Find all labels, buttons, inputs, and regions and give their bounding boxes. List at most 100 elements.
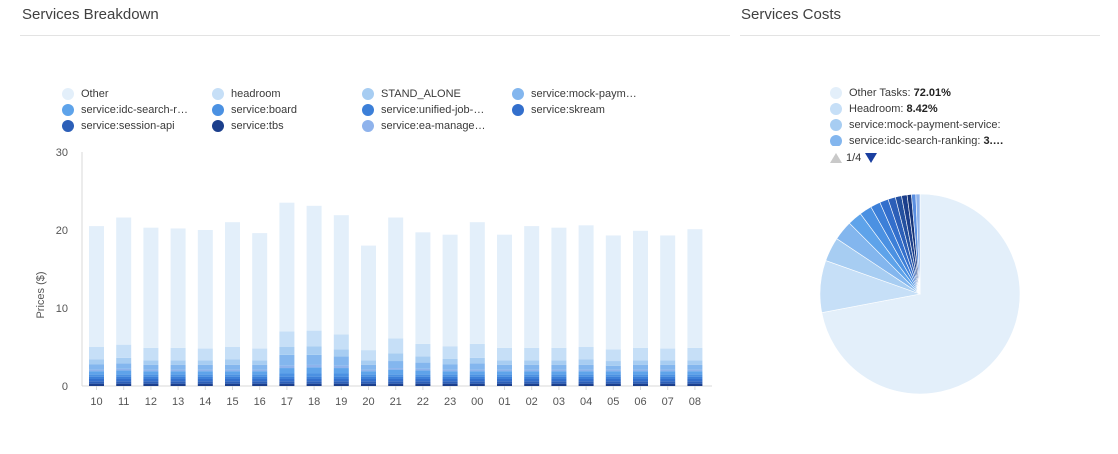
bar-segment-service-skream-15[interactable] bbox=[225, 378, 240, 382]
bar-segment-other-19[interactable] bbox=[333, 215, 349, 335]
bar-segment-stand-alone-20[interactable] bbox=[361, 360, 376, 365]
bar-segment-service-mock-paym-19[interactable] bbox=[333, 356, 349, 366]
bar-segment-service-mock-paym-16[interactable] bbox=[252, 364, 268, 370]
legend-item-service-mock-paym[interactable]: service:mock-paym… bbox=[512, 87, 652, 101]
bar-segment-service-board-06[interactable] bbox=[633, 374, 648, 377]
bar-segment-headroom-00[interactable] bbox=[469, 343, 485, 358]
bar-segment-service-ea-manage-02[interactable] bbox=[524, 369, 540, 372]
bar-segment-headroom-05[interactable] bbox=[605, 349, 621, 362]
bar-segment-other-16[interactable] bbox=[252, 233, 268, 349]
bar-segment-other-18[interactable] bbox=[306, 205, 322, 331]
bar-segment-headroom-14[interactable] bbox=[197, 348, 213, 361]
bar-segment-other-22[interactable] bbox=[415, 232, 431, 344]
bar-segment-service-tbs-17[interactable] bbox=[279, 383, 295, 386]
bar-segment-service-board-20[interactable] bbox=[361, 374, 376, 377]
bar-segment-headroom-02[interactable] bbox=[524, 347, 540, 361]
bar-segment-service-session-api-02[interactable] bbox=[524, 381, 540, 384]
bar-segment-service-mock-paym-14[interactable] bbox=[197, 364, 213, 370]
bar-segment-service-idc-search-r-20[interactable] bbox=[361, 371, 376, 375]
bar-segment-service-ea-manage-19[interactable] bbox=[333, 365, 349, 369]
bar-segment-service-ea-manage-17[interactable] bbox=[279, 365, 295, 369]
bar-segment-service-board-13[interactable] bbox=[170, 374, 186, 377]
bar-segment-service-mock-paym-05[interactable] bbox=[605, 365, 621, 370]
legend-item-stand-alone[interactable]: STAND_ALONE bbox=[362, 87, 502, 101]
bar-segment-headroom-22[interactable] bbox=[415, 343, 431, 357]
bar-segment-service-ea-manage-00[interactable] bbox=[469, 369, 485, 372]
bar-segment-other-14[interactable] bbox=[197, 230, 213, 349]
bar-segment-service-skream-16[interactable] bbox=[252, 378, 268, 382]
bar-segment-headroom-03[interactable] bbox=[551, 347, 567, 361]
bar-segment-service-idc-search-r-04[interactable] bbox=[578, 371, 594, 375]
bar-segment-service-tbs-11[interactable] bbox=[116, 383, 132, 386]
bar-segment-service-tbs-18[interactable] bbox=[306, 383, 322, 386]
bar-segment-service-session-api-12[interactable] bbox=[143, 381, 159, 384]
bar-segment-service-ea-manage-12[interactable] bbox=[143, 369, 159, 372]
bar-segment-service-tbs-00[interactable] bbox=[469, 383, 485, 386]
bar-segment-service-skream-10[interactable] bbox=[89, 378, 104, 382]
legend-item-service-board[interactable]: service:board bbox=[212, 103, 352, 117]
bar-segment-service-session-api-14[interactable] bbox=[197, 381, 213, 384]
bar-segment-stand-alone-16[interactable] bbox=[252, 360, 268, 365]
bar-segment-service-board-10[interactable] bbox=[89, 374, 104, 377]
bar-segment-other-03[interactable] bbox=[551, 227, 567, 348]
bar-segment-headroom-11[interactable] bbox=[116, 344, 132, 358]
bar-segment-service-mock-paym-18[interactable] bbox=[306, 354, 322, 365]
bar-segment-service-skream-21[interactable] bbox=[388, 378, 404, 382]
bar-segment-stand-alone-21[interactable] bbox=[388, 353, 404, 362]
bar-segment-other-20[interactable] bbox=[361, 245, 376, 351]
bar-segment-service-idc-search-r-21[interactable] bbox=[388, 369, 404, 375]
bar-segment-stand-alone-23[interactable] bbox=[442, 358, 458, 365]
pie-legend-item-service-mock-payment-service[interactable]: service:mock-payment-service: bbox=[830, 118, 1030, 132]
bar-segment-service-board-12[interactable] bbox=[143, 374, 159, 377]
bar-segment-service-skream-02[interactable] bbox=[524, 378, 540, 382]
bar-segment-service-skream-23[interactable] bbox=[442, 378, 458, 382]
bar-segment-stand-alone-14[interactable] bbox=[197, 360, 213, 365]
bar-segment-stand-alone-05[interactable] bbox=[605, 361, 621, 366]
bar-segment-other-10[interactable] bbox=[89, 226, 104, 347]
pie-legend-item-headroom[interactable]: Headroom: 8.42% bbox=[830, 102, 1030, 116]
bar-segment-service-idc-search-r-23[interactable] bbox=[442, 371, 458, 375]
bar-segment-service-unified-job-07[interactable] bbox=[660, 376, 676, 379]
legend-item-other[interactable]: Other bbox=[62, 87, 202, 101]
bar-segment-stand-alone-22[interactable] bbox=[415, 356, 431, 363]
bar-segment-service-unified-job-03[interactable] bbox=[551, 376, 567, 379]
bar-segment-headroom-12[interactable] bbox=[143, 347, 159, 361]
bar-segment-service-idc-search-r-16[interactable] bbox=[252, 371, 268, 375]
bar-segment-service-tbs-22[interactable] bbox=[415, 383, 431, 386]
bar-segment-service-mock-paym-10[interactable] bbox=[89, 364, 104, 370]
bar-segment-service-session-api-06[interactable] bbox=[633, 381, 648, 384]
bar-segment-service-idc-search-r-12[interactable] bbox=[143, 371, 159, 375]
bar-segment-service-unified-job-02[interactable] bbox=[524, 376, 540, 379]
bar-segment-service-idc-search-r-06[interactable] bbox=[633, 371, 648, 375]
legend-prev-icon[interactable] bbox=[830, 153, 842, 163]
bar-segment-headroom-01[interactable] bbox=[497, 347, 512, 361]
bar-segment-stand-alone-15[interactable] bbox=[225, 359, 240, 365]
bar-segment-service-idc-search-r-10[interactable] bbox=[89, 371, 104, 375]
bar-segment-service-session-api-13[interactable] bbox=[170, 381, 186, 384]
bar-segment-other-17[interactable] bbox=[279, 202, 295, 332]
bar-segment-service-tbs-02[interactable] bbox=[524, 383, 540, 386]
pie-legend-item-service-idc-search-ranking[interactable]: service:idc-search-ranking: 3.… bbox=[830, 134, 1030, 146]
bar-segment-service-skream-11[interactable] bbox=[116, 378, 132, 382]
bar-segment-stand-alone-11[interactable] bbox=[116, 357, 132, 364]
bar-segment-headroom-07[interactable] bbox=[660, 348, 676, 361]
bar-segment-service-tbs-15[interactable] bbox=[225, 383, 240, 386]
bar-segment-service-ea-manage-07[interactable] bbox=[660, 369, 676, 372]
bar-segment-service-board-17[interactable] bbox=[279, 373, 295, 377]
bar-segment-stand-alone-10[interactable] bbox=[89, 359, 104, 365]
bar-segment-service-session-api-22[interactable] bbox=[415, 381, 431, 384]
bar-segment-service-tbs-14[interactable] bbox=[197, 383, 213, 386]
bar-segment-service-session-api-23[interactable] bbox=[442, 381, 458, 384]
bar-segment-service-unified-job-21[interactable] bbox=[388, 376, 404, 379]
legend-item-service-session-api[interactable]: service:session-api bbox=[62, 119, 202, 133]
bar-segment-service-skream-20[interactable] bbox=[361, 378, 376, 382]
bar-segment-other-12[interactable] bbox=[143, 227, 159, 348]
bar-segment-service-tbs-10[interactable] bbox=[89, 383, 104, 386]
bar-segment-service-idc-search-r-01[interactable] bbox=[497, 371, 512, 375]
pie-slice-segment-13[interactable] bbox=[915, 193, 921, 295]
bar-segment-stand-alone-06[interactable] bbox=[633, 360, 648, 365]
bar-segment-service-ea-manage-23[interactable] bbox=[442, 369, 458, 372]
bar-segment-service-board-03[interactable] bbox=[551, 374, 567, 377]
bar-segment-stand-alone-08[interactable] bbox=[687, 360, 703, 365]
bar-segment-service-session-api-19[interactable] bbox=[333, 381, 349, 384]
